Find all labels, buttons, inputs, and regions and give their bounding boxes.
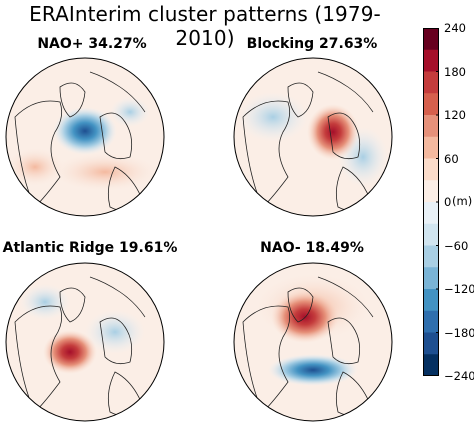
panel-title-nao-minus: NAO- 18.49% [260,240,364,256]
colorbar-tick-label: 240 [444,21,466,35]
colorbar-tick-label: −240 [444,369,474,383]
colorbar-band [423,28,439,51]
colorbar-band [423,202,439,225]
colorbar-tick-label: 0 [444,195,452,209]
colorbar-tick-label: −60 [444,238,469,253]
colorbar-tick-label: −180 [444,325,474,340]
colorbar-tick-label: −120 [444,282,474,296]
map-blocking [233,57,393,217]
colorbar-band [423,115,439,138]
colorbar-band [423,267,439,290]
colorbar-band [423,245,439,268]
panel-title-atlantic-ridge: Atlantic Ridge 19.61% [2,240,178,256]
colorbar-band [423,332,439,355]
colorbar-tick-label: 120 [444,108,466,122]
colorbar-band [423,93,439,116]
colorbar-band [423,158,439,181]
colorbar-band [423,223,439,246]
colorbar-band [423,136,439,159]
panel-title-blocking: Blocking 27.63% [246,36,378,52]
colorbar-band [423,354,439,376]
colorbar-band [423,310,439,333]
colorbar-tick-label: 180 [444,64,466,79]
colorbar-unit: (m) [452,194,473,208]
colorbar-band [423,289,439,312]
colorbar [423,28,439,376]
colorbar-tick-label: 60 [444,151,459,166]
panel-title-nao-plus: NAO+ 34.27% [37,36,147,52]
map-nao-minus [233,262,393,422]
map-nao-plus [5,57,165,217]
figure-title: ERAInterim cluster patterns (1979-2010) [29,2,381,50]
colorbar-band [423,49,439,72]
colorbar-band [423,180,439,203]
map-atlantic-ridge [5,262,165,422]
colorbar-band [423,71,439,94]
